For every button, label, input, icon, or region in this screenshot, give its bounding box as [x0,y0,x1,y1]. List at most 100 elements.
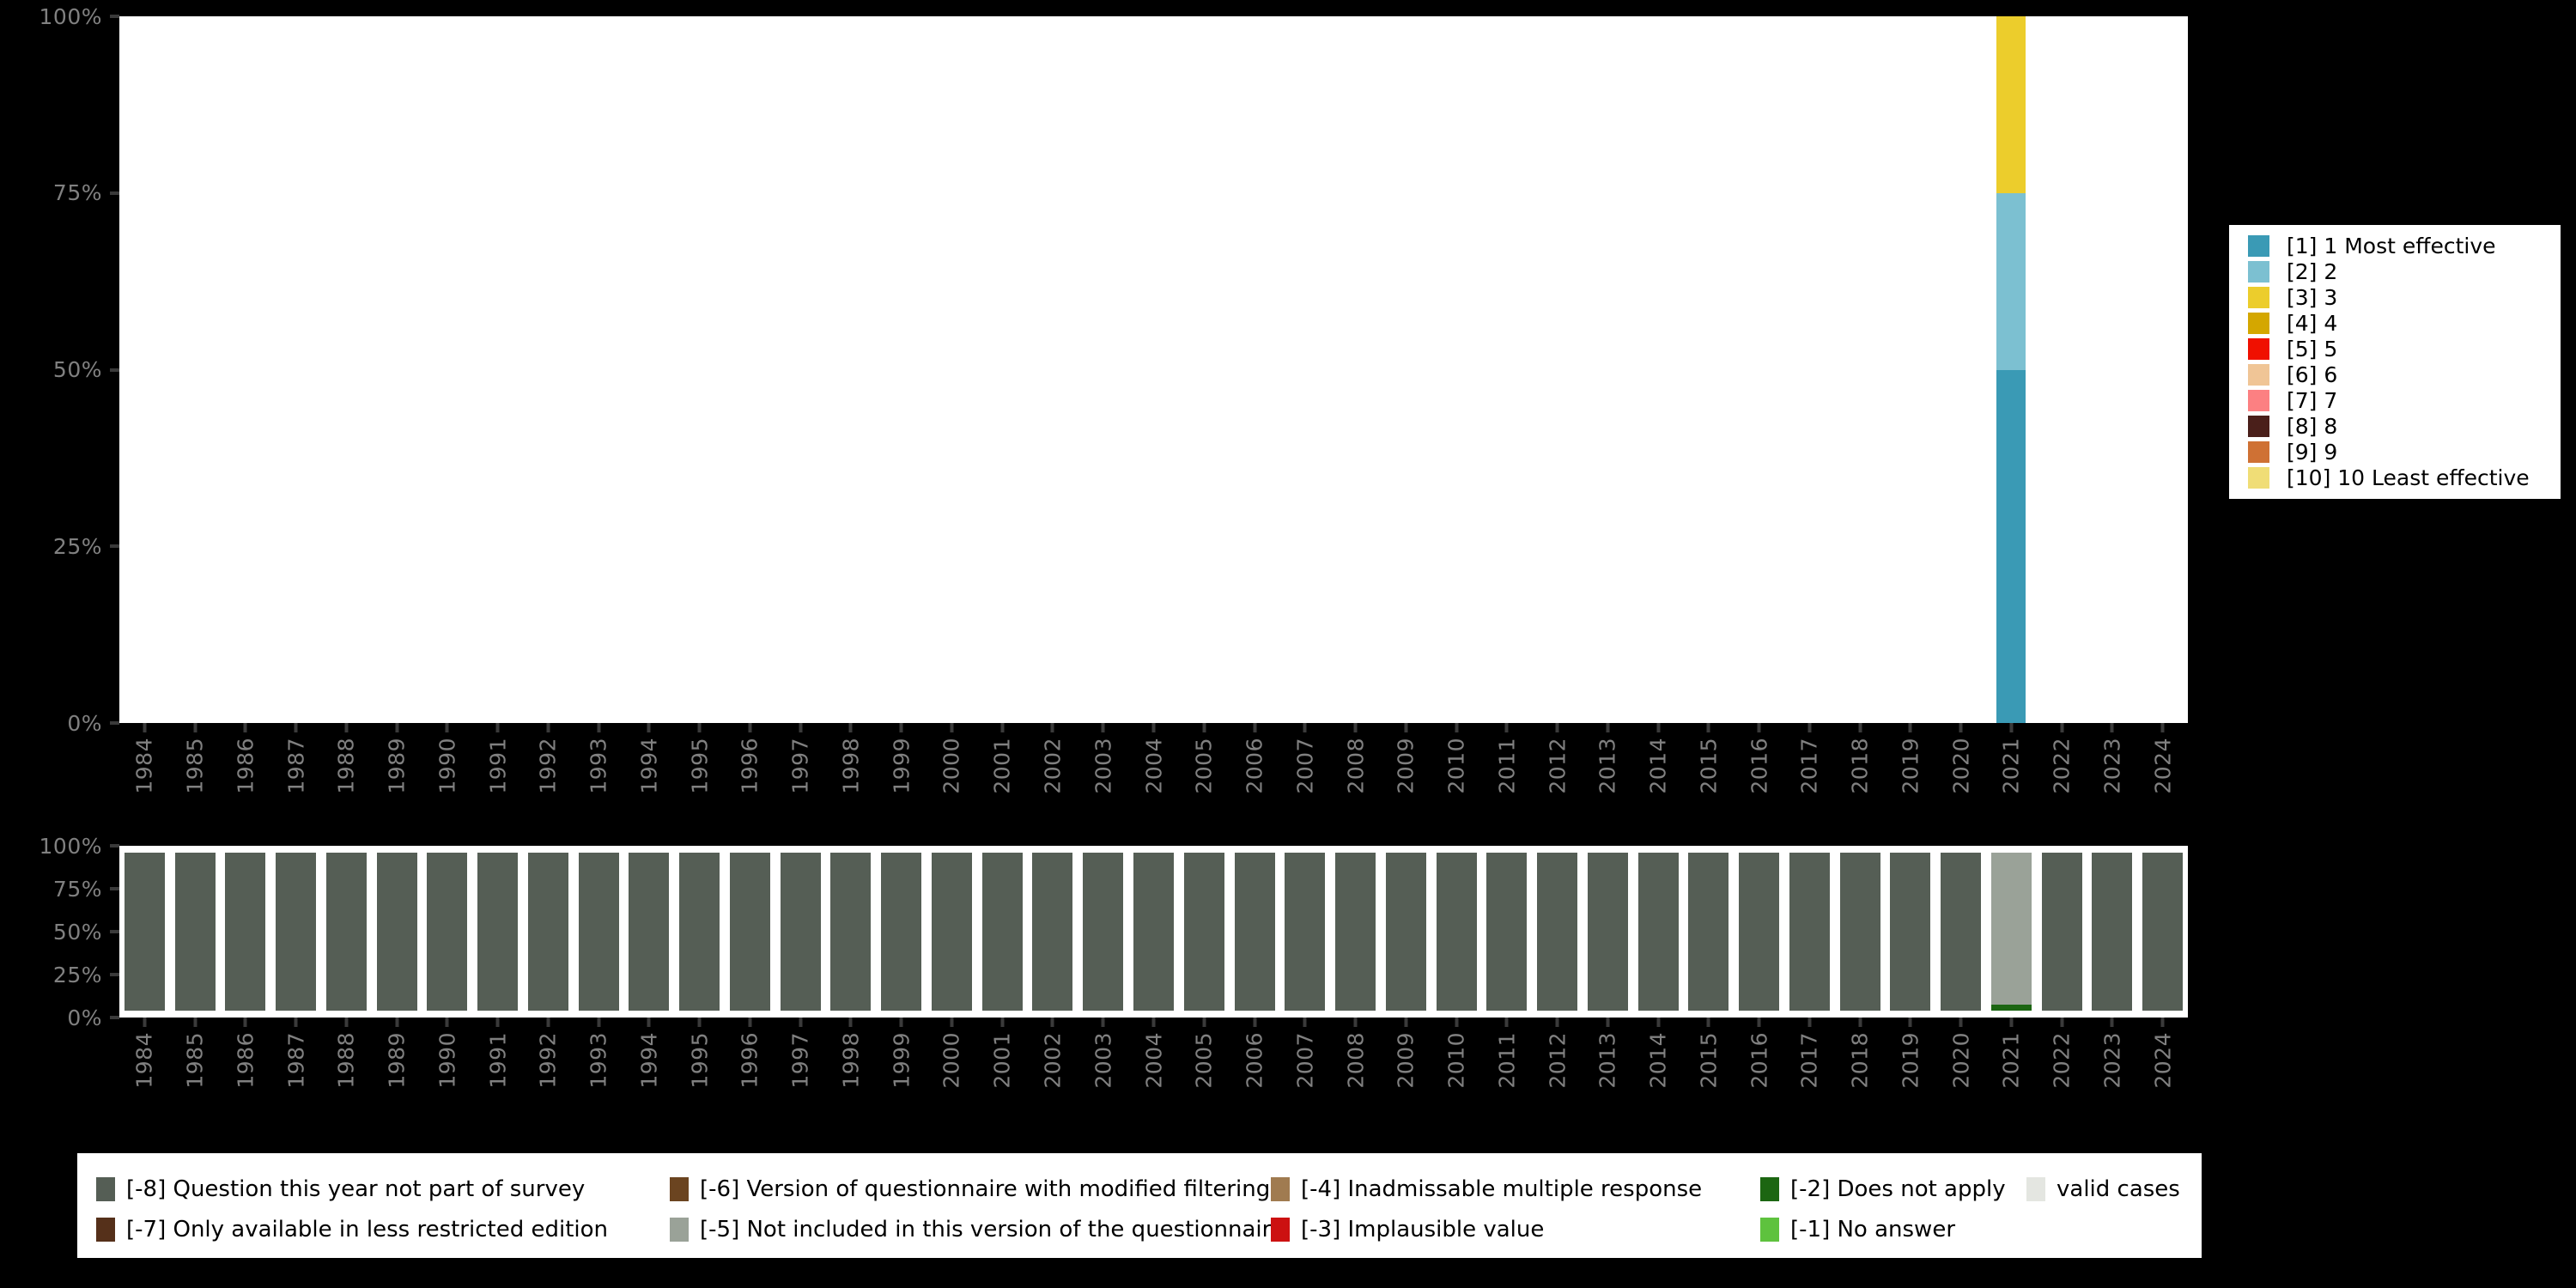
legend-item-missing-code[interactable]: [-4] Inadmissable multiple response [1271,1177,1702,1201]
quality-bar-segment [2092,853,2133,1011]
legend-item-label: [-1] No answer [1790,1217,1956,1242]
x-axis-tick-mark [1455,723,1459,732]
legend-item-missing-code[interactable]: [-1] No answer [1760,1218,1955,1242]
quality-bar [527,853,568,1011]
legend-item-missing-code[interactable]: [-8] Question this year not part of surv… [96,1177,585,1201]
x-axis-tick-label: 1994 [636,1032,662,1089]
quality-bar-segment [1688,853,1729,1011]
x-axis-tick-label: 2002 [1040,1032,1066,1089]
legend-item-missing-code[interactable]: valid cases [2026,1177,2180,1201]
quality-bar-segment [679,853,720,1011]
x-axis-tick-label: 1991 [485,738,511,794]
legend-item-scale-6[interactable]: [6] 6 [2248,361,2552,387]
x-axis-tick-mark [1101,723,1105,732]
legend-item-label: [8] 8 [2287,413,2338,439]
x-axis-tick-mark [1000,723,1005,732]
x-axis-tick: 2010 [1444,723,1469,794]
quality-bar [124,853,165,1011]
legend-item-missing-code[interactable]: [-3] Implausible value [1271,1218,1544,1242]
quality-bar [1941,853,1982,1011]
x-axis-tick-mark [748,723,752,732]
legend-item-scale-3[interactable]: [3] 3 [2248,284,2552,310]
x-axis-tick-mark [1757,723,1761,732]
x-axis-tick: 1985 [183,723,208,794]
x-axis-tick: 2012 [1545,723,1570,794]
legend-item-missing-code[interactable]: [-5] Not included in this version of the… [670,1218,1285,1242]
x-axis-tick: 2005 [1192,1018,1217,1089]
legend-item-scale-4[interactable]: [4] 4 [2248,310,2552,336]
legend-color-swatch-icon [2248,440,2269,463]
quality-bar-segment [1587,853,1628,1011]
x-axis-tick-mark [1000,1018,1005,1027]
legend-item-scale-10[interactable]: [10] 10 Least effective [2248,465,2552,490]
quality-bar-segment [1637,853,1679,1011]
x-axis-tick-label: 2007 [1292,1032,1318,1089]
legend-item-scale-8[interactable]: [8] 8 [2248,413,2552,439]
legend-item-scale-7[interactable]: [7] 7 [2248,387,2552,413]
main-chart-plot-area [119,16,2188,723]
quality-bar [1133,853,1174,1011]
x-axis-tick-mark [1455,1018,1459,1027]
data-quality-chart: 0% 25% 50% 75% 100% 1984 1985 1986 1987 1988 1989… [0,834,2198,1103]
quality-bar-segment [376,853,417,1011]
legend-item-scale-5[interactable]: [5] 5 [2248,336,2552,361]
quality-bar [276,853,317,1011]
legend-item-scale-2[interactable]: [2] 2 [2248,258,2552,284]
x-axis-tick: 1992 [536,1018,561,1089]
x-axis-tick-mark [495,1018,500,1027]
quality-bar-segment [1890,853,1931,1011]
legend-item-label: [-3] Implausible value [1301,1217,1545,1242]
legend-item-scale-9[interactable]: [9] 9 [2248,439,2552,465]
legend-item-label: [-8] Question this year not part of surv… [126,1176,586,1202]
x-axis-tick: 2016 [1747,1018,1771,1089]
x-axis-tick: 2007 [1292,723,1317,794]
x-axis-tick-mark [193,1018,197,1027]
x-axis-tick-label: 2001 [989,1032,1015,1089]
legend-item-missing-code[interactable]: [-2] Does not apply [1760,1177,2006,1201]
x-axis-tick-mark [1807,1018,1812,1027]
x-axis-tick-label: 2015 [1696,738,1722,794]
response-scale-legend: [1] 1 Most effective [2] 2 [3] 3 [4] 4 [5] 5… [2229,225,2561,499]
legend-item-scale-1[interactable]: [1] 1 Most effective [2248,233,2552,258]
x-axis-tick-mark [395,1018,399,1027]
x-axis-tick: 2009 [1394,723,1419,794]
x-axis-tick-label: 1997 [787,738,813,794]
y-axis-tick-mark [110,887,119,890]
legend-item-label: [-7] Only available in less restricted e… [126,1217,609,1242]
x-axis-tick-mark [1353,1018,1358,1027]
legend-item-missing-code[interactable]: [-7] Only available in less restricted e… [96,1218,608,1242]
x-axis-tick-mark [2009,1018,2014,1027]
x-axis-tick-mark [143,723,147,732]
x-axis-tick-label: 2023 [2099,738,2125,794]
x-axis-tick: 1999 [889,723,914,794]
quality-bar-segment [124,853,165,1011]
quality-bar-segment [1839,853,1880,1011]
x-axis-tick-label: 2008 [1343,738,1369,794]
quality-bar-segment [2041,853,2082,1011]
legend-item-label: [4] 4 [2287,310,2338,336]
x-axis-tick-label: 1997 [787,1032,813,1089]
quality-bar-segment [1032,853,1073,1011]
x-axis-tick: 1987 [283,1018,308,1089]
x-axis-tick-label: 1999 [889,1032,914,1089]
legend-item-missing-code[interactable]: [-6] Version of questionnaire with modif… [670,1177,1270,1201]
quality-bar [729,853,770,1011]
quality-bar [629,853,670,1011]
quality-bar-segment [1285,853,1326,1011]
x-axis-tick: 1984 [132,1018,157,1089]
x-axis-tick-mark [899,1018,903,1027]
x-axis-tick-label: 2020 [1948,1032,1974,1089]
legend-color-swatch-icon [2248,234,2269,257]
x-axis-tick: 2017 [1797,723,1822,794]
x-axis-tick-mark [950,1018,954,1027]
x-axis-tick-mark [2110,723,2114,732]
quality-bar [578,853,619,1011]
x-axis-tick-label: 2020 [1948,738,1974,794]
x-axis-tick: 1986 [233,723,258,794]
x-axis-tick: 2022 [2050,1018,2075,1089]
x-axis-tick-mark [1959,1018,1963,1027]
x-axis-tick-label: 1993 [586,738,611,794]
x-axis-tick: 2011 [1494,723,1519,794]
x-axis-tick-label: 2010 [1443,738,1469,794]
quality-bar-segment [931,853,972,1011]
